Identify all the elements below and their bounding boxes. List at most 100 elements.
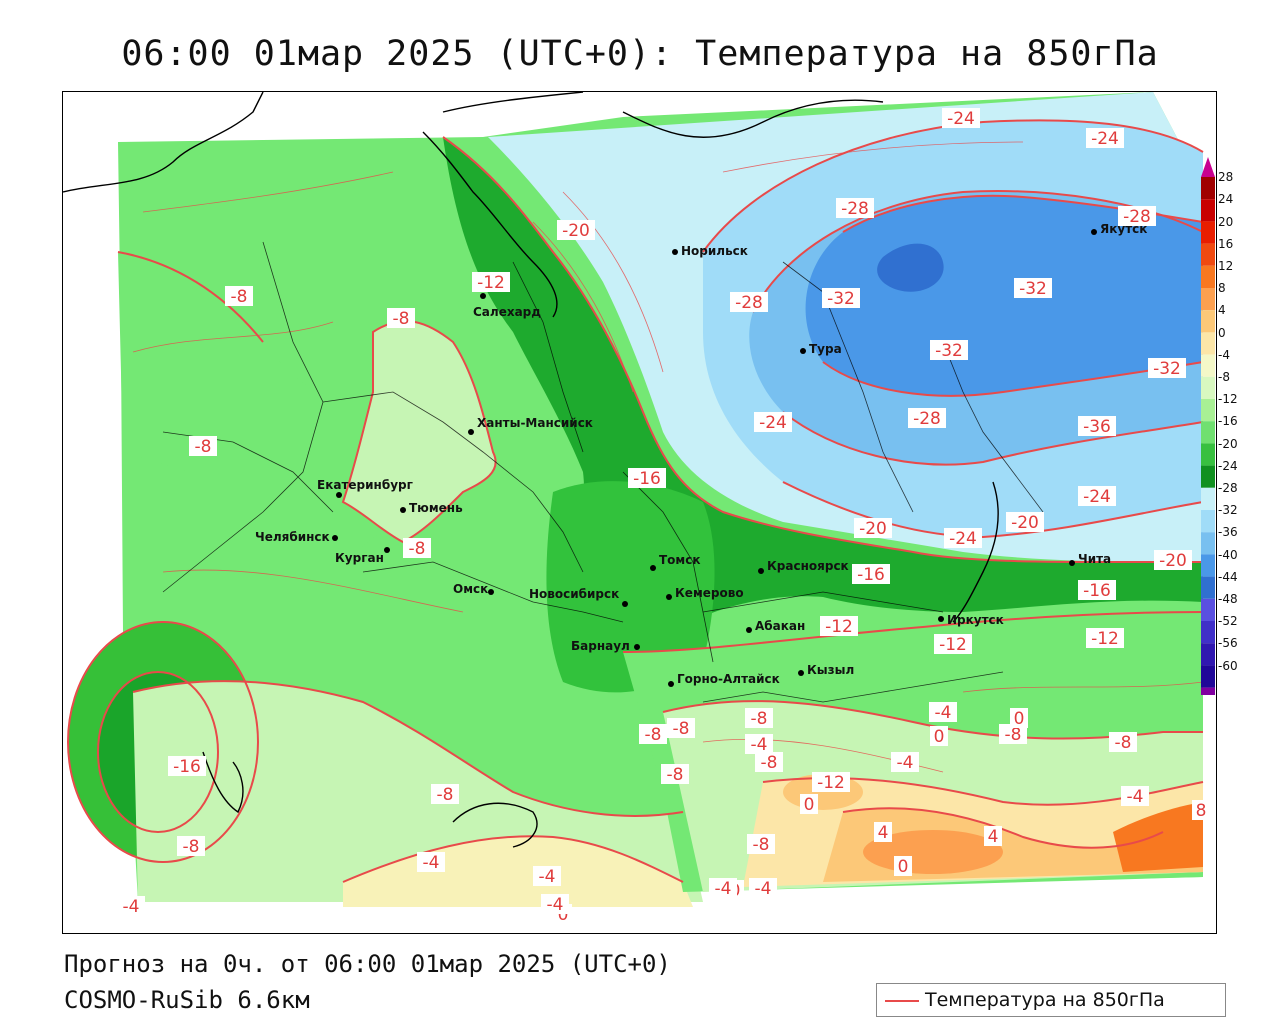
svg-text:-4: -4 <box>751 735 768 755</box>
svg-text:Абакан: Абакан <box>755 619 805 633</box>
isotherm-label: -16 <box>1078 580 1116 601</box>
isotherm-label: -28 <box>836 198 874 219</box>
isotherm-label: -8 <box>745 708 773 729</box>
isotherm-label: -8 <box>747 834 775 855</box>
colorbar-swatch <box>1201 243 1215 266</box>
svg-text:-28: -28 <box>1123 207 1151 227</box>
isotherm-label: -20 <box>1154 550 1192 571</box>
isotherm-label: -16 <box>628 468 666 489</box>
colorbar-tick-label: 12 <box>1218 259 1234 273</box>
svg-text:-16: -16 <box>857 565 885 585</box>
svg-text:Челябинск: Челябинск <box>255 530 330 544</box>
colorbar-top-arrow <box>1201 157 1215 177</box>
isotherm-label: -4 <box>533 866 561 887</box>
isotherm-label: -32 <box>930 340 968 361</box>
legend-line-swatch <box>885 1000 919 1002</box>
colorbar-swatches <box>1201 157 1215 695</box>
isotherm-label: -8 <box>639 724 667 745</box>
svg-text:-24: -24 <box>1083 487 1111 507</box>
city-yekaterinburg: Екатеринбург <box>317 478 413 498</box>
city-khanty-mansiysk: Ханты-Мансийск <box>468 416 593 435</box>
svg-text:-12: -12 <box>817 773 845 793</box>
svg-text:-8: -8 <box>437 785 454 805</box>
colorbar-tick-label: -16 <box>1218 414 1238 429</box>
isotherm-label: 4 <box>874 822 892 843</box>
svg-text:-8: -8 <box>761 753 778 773</box>
svg-text:-4: -4 <box>423 853 440 873</box>
zone-deep-blue-core <box>877 243 944 292</box>
isotherm-label: -4 <box>749 878 777 899</box>
isotherm-label: -4 <box>929 702 957 723</box>
isotherm-label: -8 <box>661 764 689 785</box>
svg-text:0: 0 <box>898 857 909 877</box>
svg-text:-12: -12 <box>825 617 853 637</box>
isotherm-label: -20 <box>557 220 595 241</box>
isotherm-label: -8 <box>999 724 1027 745</box>
isotherm-label: -24 <box>1086 128 1124 149</box>
colorbar-tick-label: -48 <box>1218 592 1238 606</box>
colorbar-tick-label: -52 <box>1218 614 1238 629</box>
colorbar-swatch <box>1201 621 1215 644</box>
svg-text:-4: -4 <box>123 897 140 917</box>
svg-text:Чита: Чита <box>1078 552 1111 566</box>
colorbar-swatch <box>1201 354 1215 377</box>
isotherm-label: -16 <box>852 564 890 585</box>
svg-text:-4: -4 <box>935 703 952 723</box>
isotherm-label: -8 <box>755 752 783 773</box>
svg-text:-8: -8 <box>1115 733 1132 753</box>
svg-text:0: 0 <box>804 795 815 815</box>
svg-text:-24: -24 <box>759 413 787 433</box>
isotherm-label: -4 <box>709 878 737 899</box>
isotherm-label: -24 <box>754 412 792 433</box>
svg-text:-8: -8 <box>645 725 662 745</box>
city-kemerovo: Кемерово <box>666 586 744 600</box>
isotherm-label: -28 <box>1118 206 1156 227</box>
city-barnaul: Барнаул <box>571 639 640 653</box>
colorbar-swatch <box>1201 443 1215 466</box>
isotherm-label: 0 <box>800 794 818 815</box>
svg-text:-8: -8 <box>751 709 768 729</box>
map-area[interactable]: Салехард Норильск Тура Якутск Ханты-Манс… <box>62 91 1217 934</box>
svg-text:-4: -4 <box>547 895 564 915</box>
svg-text:0: 0 <box>558 905 569 925</box>
colorbar-swatch <box>1201 421 1215 444</box>
svg-text:4: 4 <box>878 823 889 843</box>
svg-text:Иркутск: Иркутск <box>947 613 1004 627</box>
admin-borders <box>162 241 1044 703</box>
svg-text:-32: -32 <box>827 289 855 309</box>
svg-text:-32: -32 <box>1019 279 1047 299</box>
svg-text:-32: -32 <box>935 341 963 361</box>
colorbar-swatch <box>1201 288 1215 311</box>
svg-text:-12: -12 <box>477 273 505 293</box>
city-kurgan: Курган <box>335 547 390 565</box>
svg-text:-24: -24 <box>949 529 977 549</box>
svg-text:-16: -16 <box>1083 581 1111 601</box>
zone-mid-green-south <box>546 481 715 693</box>
svg-text:-4: -4 <box>1127 787 1144 807</box>
isotherm-label: -32 <box>1148 358 1186 379</box>
colorbar-tick-label: -12 <box>1218 392 1238 407</box>
svg-text:Омск: Омск <box>453 582 488 596</box>
isotherm-label: -8 <box>387 308 415 329</box>
colorbar-swatch <box>1201 510 1215 533</box>
svg-text:-4: -4 <box>715 879 732 899</box>
city-tyumen: Тюмень <box>400 501 463 515</box>
colorbar-swatch <box>1201 576 1215 599</box>
colorbar-swatch <box>1201 665 1215 688</box>
svg-text:Барнаул: Барнаул <box>571 639 630 653</box>
colorbar-swatch <box>1201 554 1215 577</box>
city-chita: Чита <box>1069 552 1111 566</box>
colorbar-tick-label: -36 <box>1218 525 1238 540</box>
isotherm-label: 8 <box>1192 800 1210 821</box>
colorbar-tick-label: -8 <box>1218 370 1230 384</box>
isotherm-label: -12 <box>472 272 510 293</box>
model-name: COSMO-RuSib 6.6км <box>64 986 310 1014</box>
svg-text:8: 8 <box>1196 801 1207 821</box>
city-omsk: Омск <box>453 582 494 596</box>
isotherm-label: -12 <box>1086 628 1124 649</box>
svg-text:Горно-Алтайск: Горно-Алтайск <box>677 672 780 686</box>
isotherm-label: -4 <box>117 896 145 917</box>
city-chelyabinsk: Челябинск <box>255 530 338 544</box>
colorbar-swatch <box>1201 376 1215 399</box>
isotherm-label: -36 <box>1078 416 1116 437</box>
